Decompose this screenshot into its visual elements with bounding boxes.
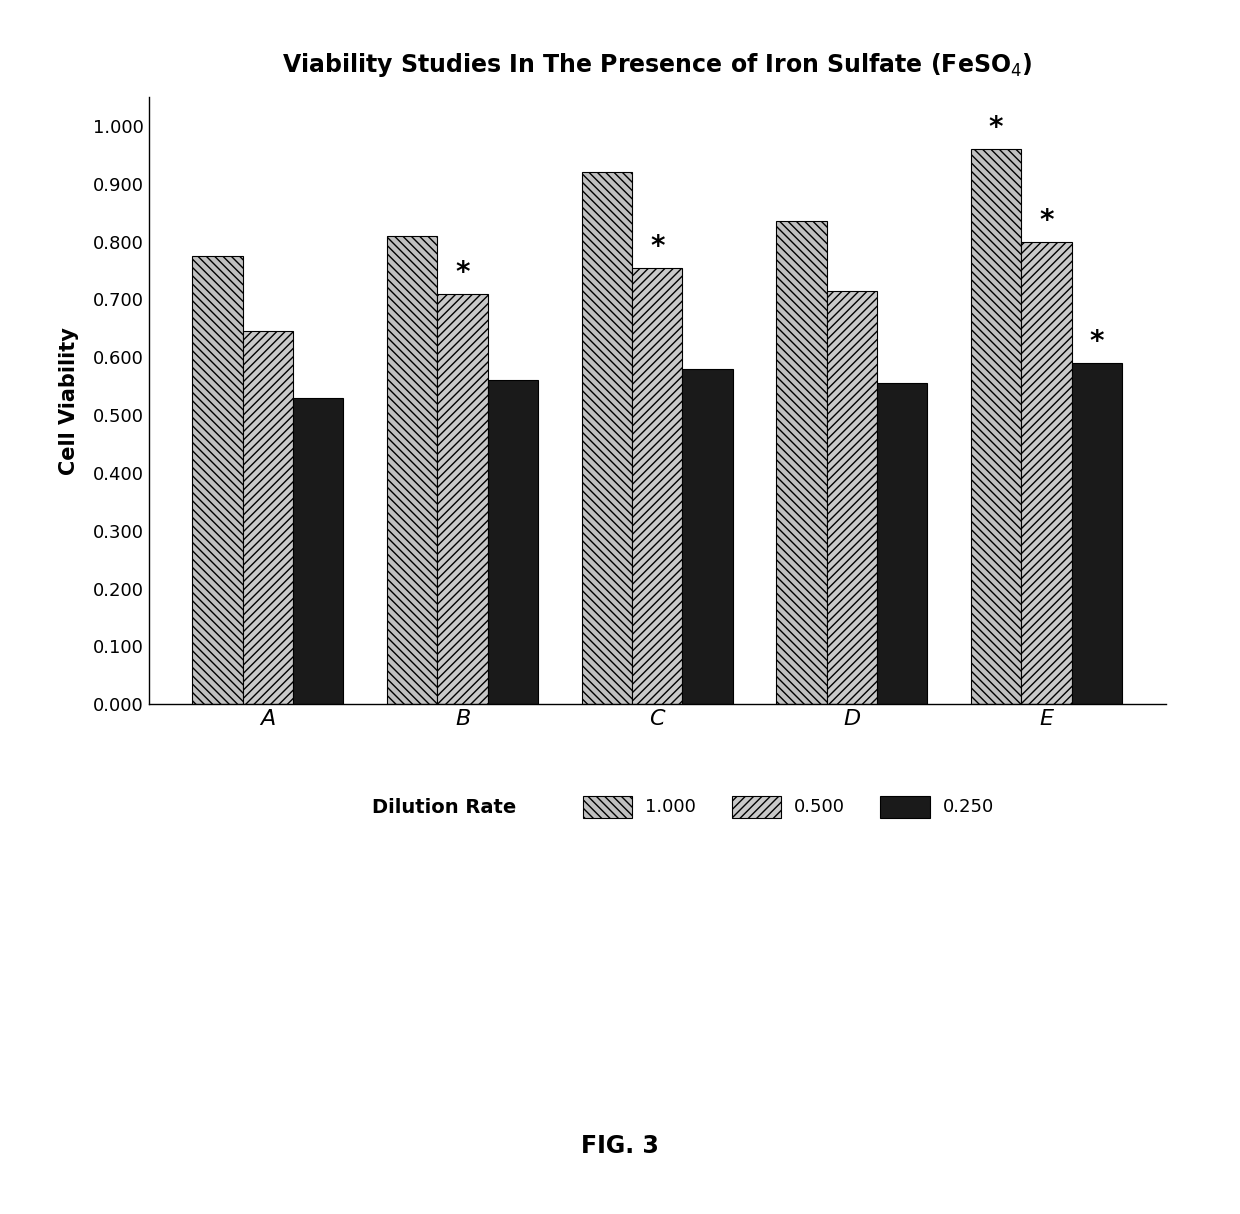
Bar <box>1022 242 1071 704</box>
Bar <box>877 384 928 704</box>
Bar <box>682 369 733 704</box>
Text: *: * <box>988 114 1003 142</box>
Bar <box>487 380 538 704</box>
Text: 0.500: 0.500 <box>794 799 844 816</box>
Bar <box>971 149 1022 704</box>
Y-axis label: Cell Viability: Cell Viability <box>60 327 79 475</box>
Text: *: * <box>650 233 665 261</box>
Text: FIG. 3: FIG. 3 <box>582 1134 658 1158</box>
Text: *: * <box>1090 328 1104 356</box>
Bar <box>438 294 487 704</box>
Text: 1.000: 1.000 <box>645 799 696 816</box>
Text: *: * <box>1039 206 1054 234</box>
Bar <box>243 331 293 704</box>
Bar <box>192 256 243 704</box>
Title: Viability Studies In The Presence of Iron Sulfate (FeSO$_4$): Viability Studies In The Presence of Iro… <box>281 51 1033 79</box>
Bar <box>387 236 438 704</box>
Bar <box>582 172 632 704</box>
Bar <box>293 398 343 704</box>
Bar <box>632 267 682 704</box>
Bar <box>1071 363 1122 704</box>
Text: Dilution Rate: Dilution Rate <box>372 798 516 817</box>
Text: 0.250: 0.250 <box>942 799 993 816</box>
Bar <box>827 291 877 704</box>
Bar <box>776 221 827 704</box>
Text: *: * <box>455 259 470 287</box>
